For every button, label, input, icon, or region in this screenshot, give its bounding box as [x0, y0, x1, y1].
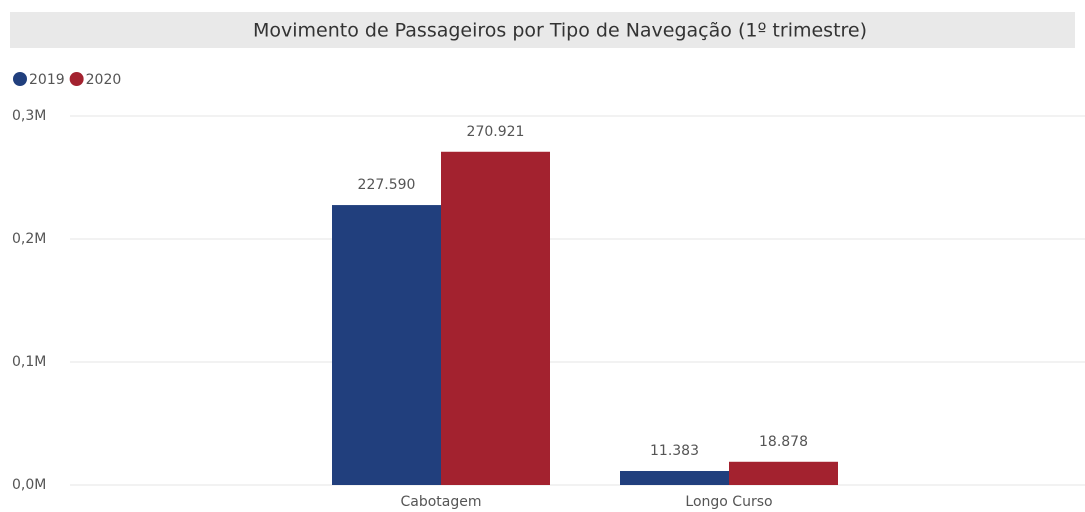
- x-tick-label: Longo Curso: [685, 494, 772, 510]
- bar: [620, 470, 729, 485]
- legend-label: 2019: [29, 72, 65, 88]
- legend-marker: [69, 72, 84, 86]
- data-label: 11.383: [650, 443, 699, 459]
- y-tick-label: 0,1M: [12, 354, 46, 370]
- data-label: 270.921: [467, 124, 525, 140]
- y-tick-label: 0,0M: [12, 477, 46, 493]
- bar: [332, 205, 441, 485]
- x-tick-label: Cabotagem: [400, 494, 481, 510]
- y-tick-label: 0,2M: [12, 231, 46, 247]
- chart-title: Movimento de Passageiros por Tipo de Nav…: [253, 20, 867, 42]
- data-label: 18.878: [759, 434, 808, 450]
- legend-marker: [13, 72, 27, 86]
- bar: [441, 151, 550, 486]
- title-band: [10, 12, 1075, 48]
- legend-label: 2020: [86, 72, 122, 88]
- bar: [729, 461, 838, 485]
- y-tick-label: 0,3M: [12, 108, 46, 124]
- data-label: 227.590: [358, 177, 416, 193]
